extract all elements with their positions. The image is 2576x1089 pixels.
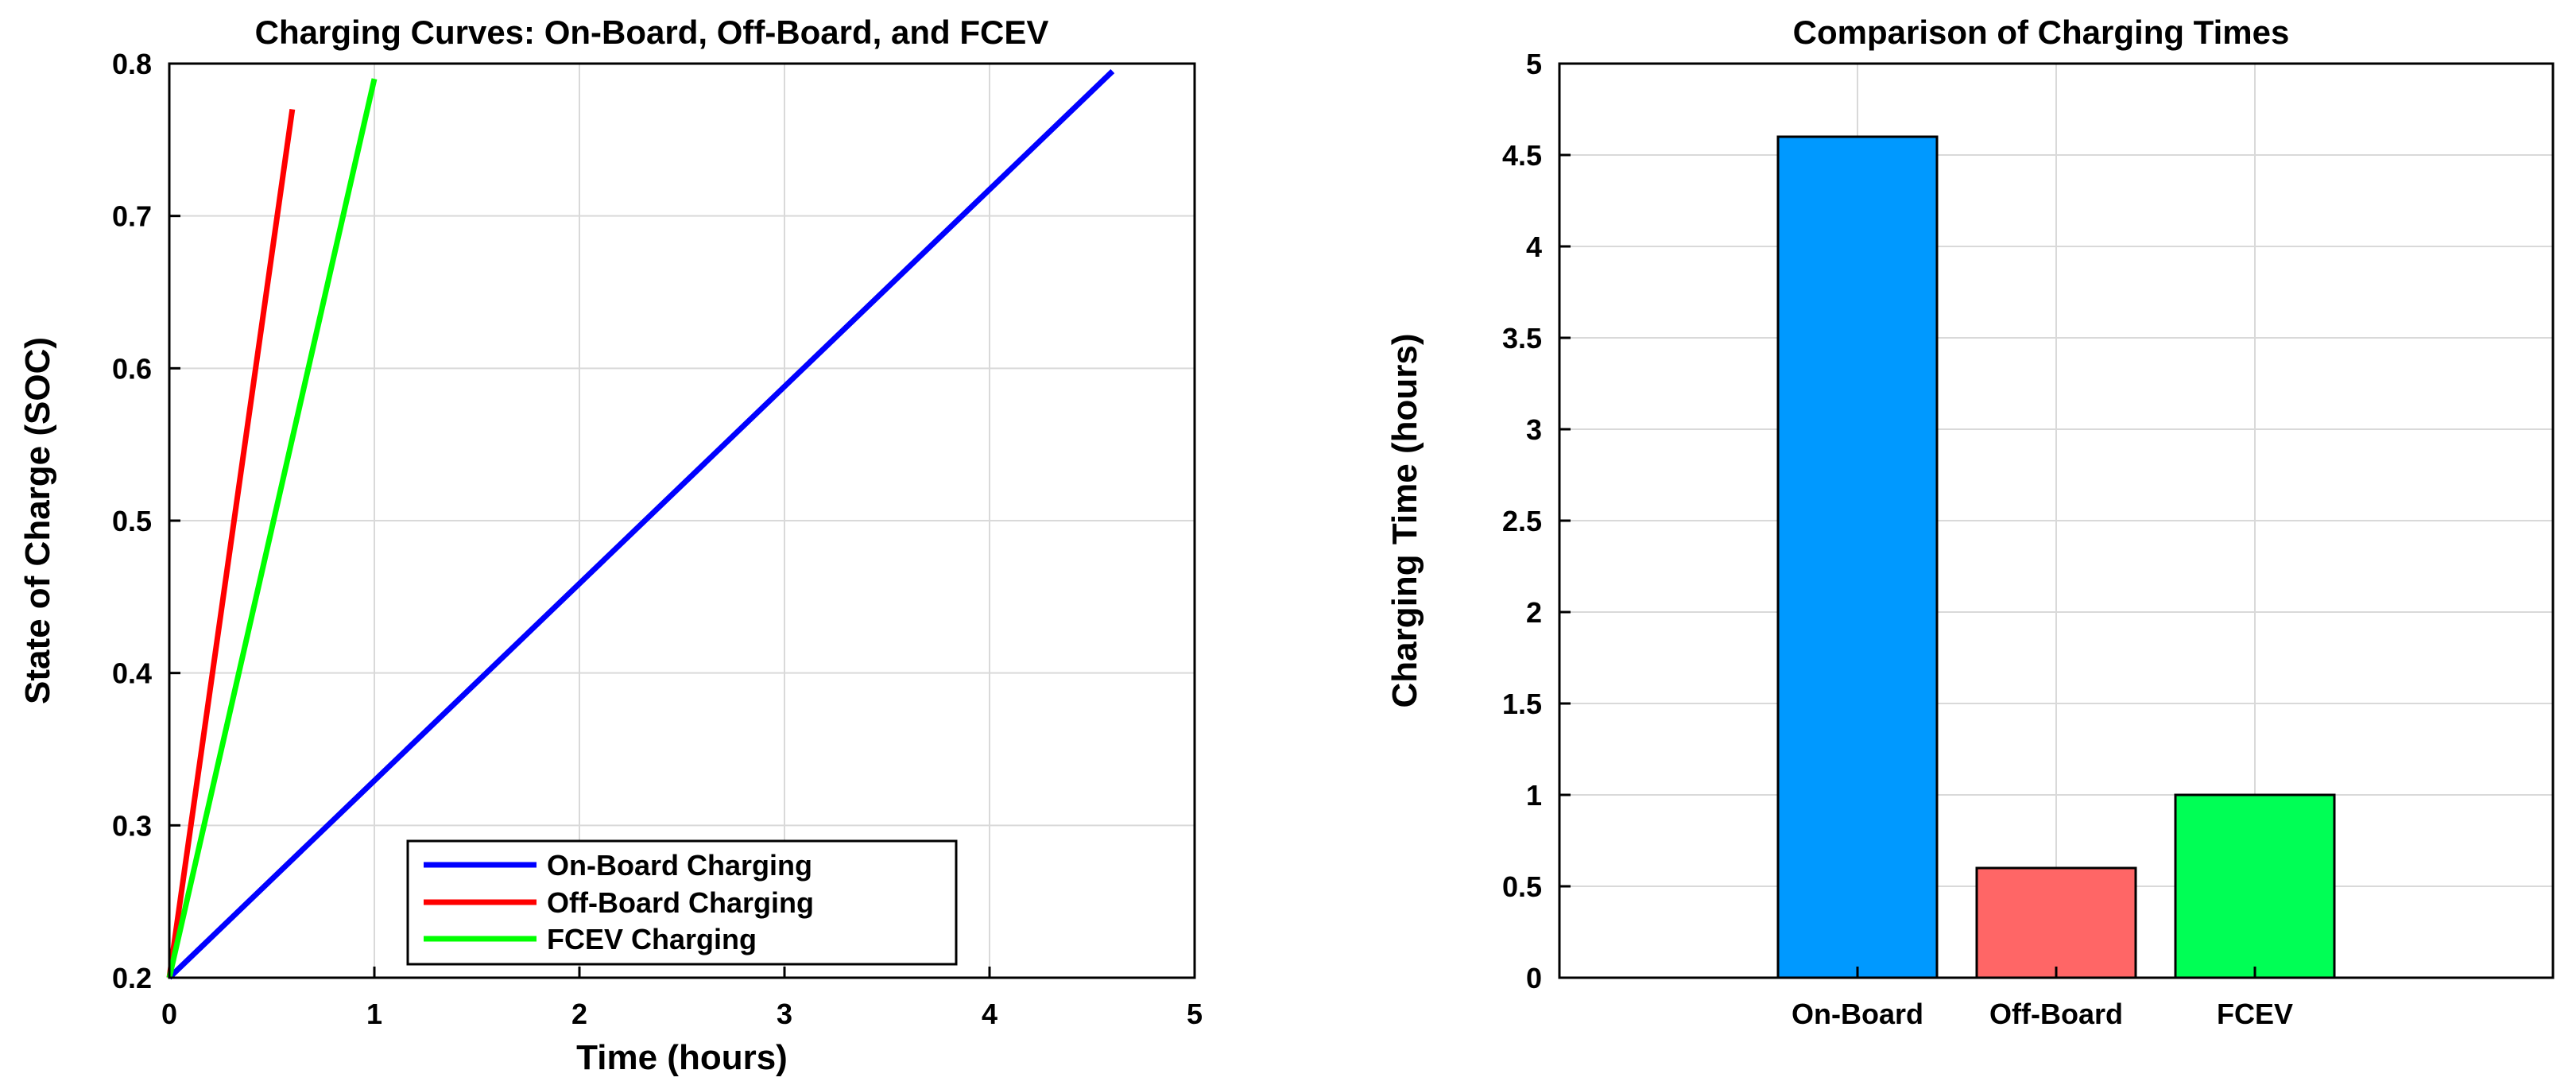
x-tick-label: 4	[982, 998, 997, 1030]
y-tick-label: 0.6	[112, 352, 152, 385]
legend-entry-on-board: On-Board Charging	[424, 849, 812, 882]
y-tick-label: 1.5	[1502, 688, 1542, 720]
line-chart-title: Charging Curves: On-Board, Off-Board, an…	[255, 14, 1049, 51]
y-tick-label: 4.5	[1502, 139, 1542, 172]
y-tick-label: 0.8	[112, 48, 152, 80]
line-chart: Charging Curves: On-Board, Off-Board, an…	[18, 14, 1203, 1077]
series-line-fcev	[166, 78, 378, 979]
line-chart-x-label: Time (hours)	[576, 1038, 788, 1077]
y-tick-label: 0.3	[112, 809, 152, 842]
y-tick-label: 0.5	[112, 505, 152, 537]
x-tick-label: On-Board	[1792, 998, 1923, 1030]
legend-label-off-board: Off-Board Charging	[547, 886, 814, 919]
legend: On-Board Charging Off-Board Charging FCE…	[406, 839, 958, 966]
legend-label-on-board: On-Board Charging	[547, 849, 812, 882]
y-tick-label: 4	[1526, 231, 1542, 263]
line-chart-series	[166, 69, 1115, 980]
y-tick-label: 0.7	[112, 200, 152, 233]
legend-entry-fcev: FCEV Charging	[424, 923, 757, 955]
line-chart-y-ticks: 0.2 0.3 0.4 0.5 0.6 0.7 0.8	[112, 48, 180, 994]
x-tick-label: FCEV	[2217, 998, 2293, 1030]
x-tick-label: 5	[1187, 998, 1203, 1030]
y-tick-label: 3.5	[1502, 322, 1542, 355]
line-chart-grid	[169, 63, 1195, 979]
series-line-off-board	[166, 109, 296, 979]
bar-chart-y-ticks: 0 0.5 1 1.5 2 2.5 3 3.5 4 4.5 5	[1502, 48, 1571, 994]
y-tick-label: 5	[1526, 48, 1542, 80]
x-tick-label: 3	[777, 998, 792, 1030]
y-tick-label: 0.2	[112, 962, 152, 994]
y-tick-label: 0	[1526, 962, 1542, 994]
bar-fcev	[2174, 793, 2336, 979]
bar-chart: Comparison of Charging Times On-Board Off…	[1385, 14, 2555, 1030]
legend-label-fcev: FCEV Charging	[547, 923, 757, 955]
x-tick-label: 0	[161, 998, 177, 1030]
y-tick-label: 1	[1526, 779, 1542, 812]
x-tick-label: 2	[571, 998, 587, 1030]
y-tick-label: 0.5	[1502, 870, 1542, 903]
bar-off-board	[1975, 866, 2137, 979]
line-chart-x-ticks: 0 1 2 3 4 5	[161, 967, 1203, 1030]
y-tick-label: 0.4	[112, 657, 152, 690]
x-tick-label: Off-Board	[1989, 998, 2123, 1030]
y-tick-label: 2.5	[1502, 505, 1542, 537]
legend-entry-off-board: Off-Board Charging	[424, 886, 814, 919]
y-tick-label: 3	[1526, 413, 1542, 446]
y-tick-label: 2	[1526, 596, 1542, 629]
bar-on-board	[1776, 135, 1939, 979]
bar-chart-y-label: Charging Time (hours)	[1385, 334, 1424, 708]
bar-chart-x-ticks: On-Board Off-Board FCEV	[1792, 967, 2293, 1030]
series-line-on-board	[167, 69, 1115, 980]
bar-chart-title: Comparison of Charging Times	[1793, 14, 2290, 51]
x-tick-label: 1	[366, 998, 382, 1030]
bar-chart-bars	[1776, 135, 2336, 979]
line-chart-y-label: State of Charge (SOC)	[18, 337, 57, 704]
